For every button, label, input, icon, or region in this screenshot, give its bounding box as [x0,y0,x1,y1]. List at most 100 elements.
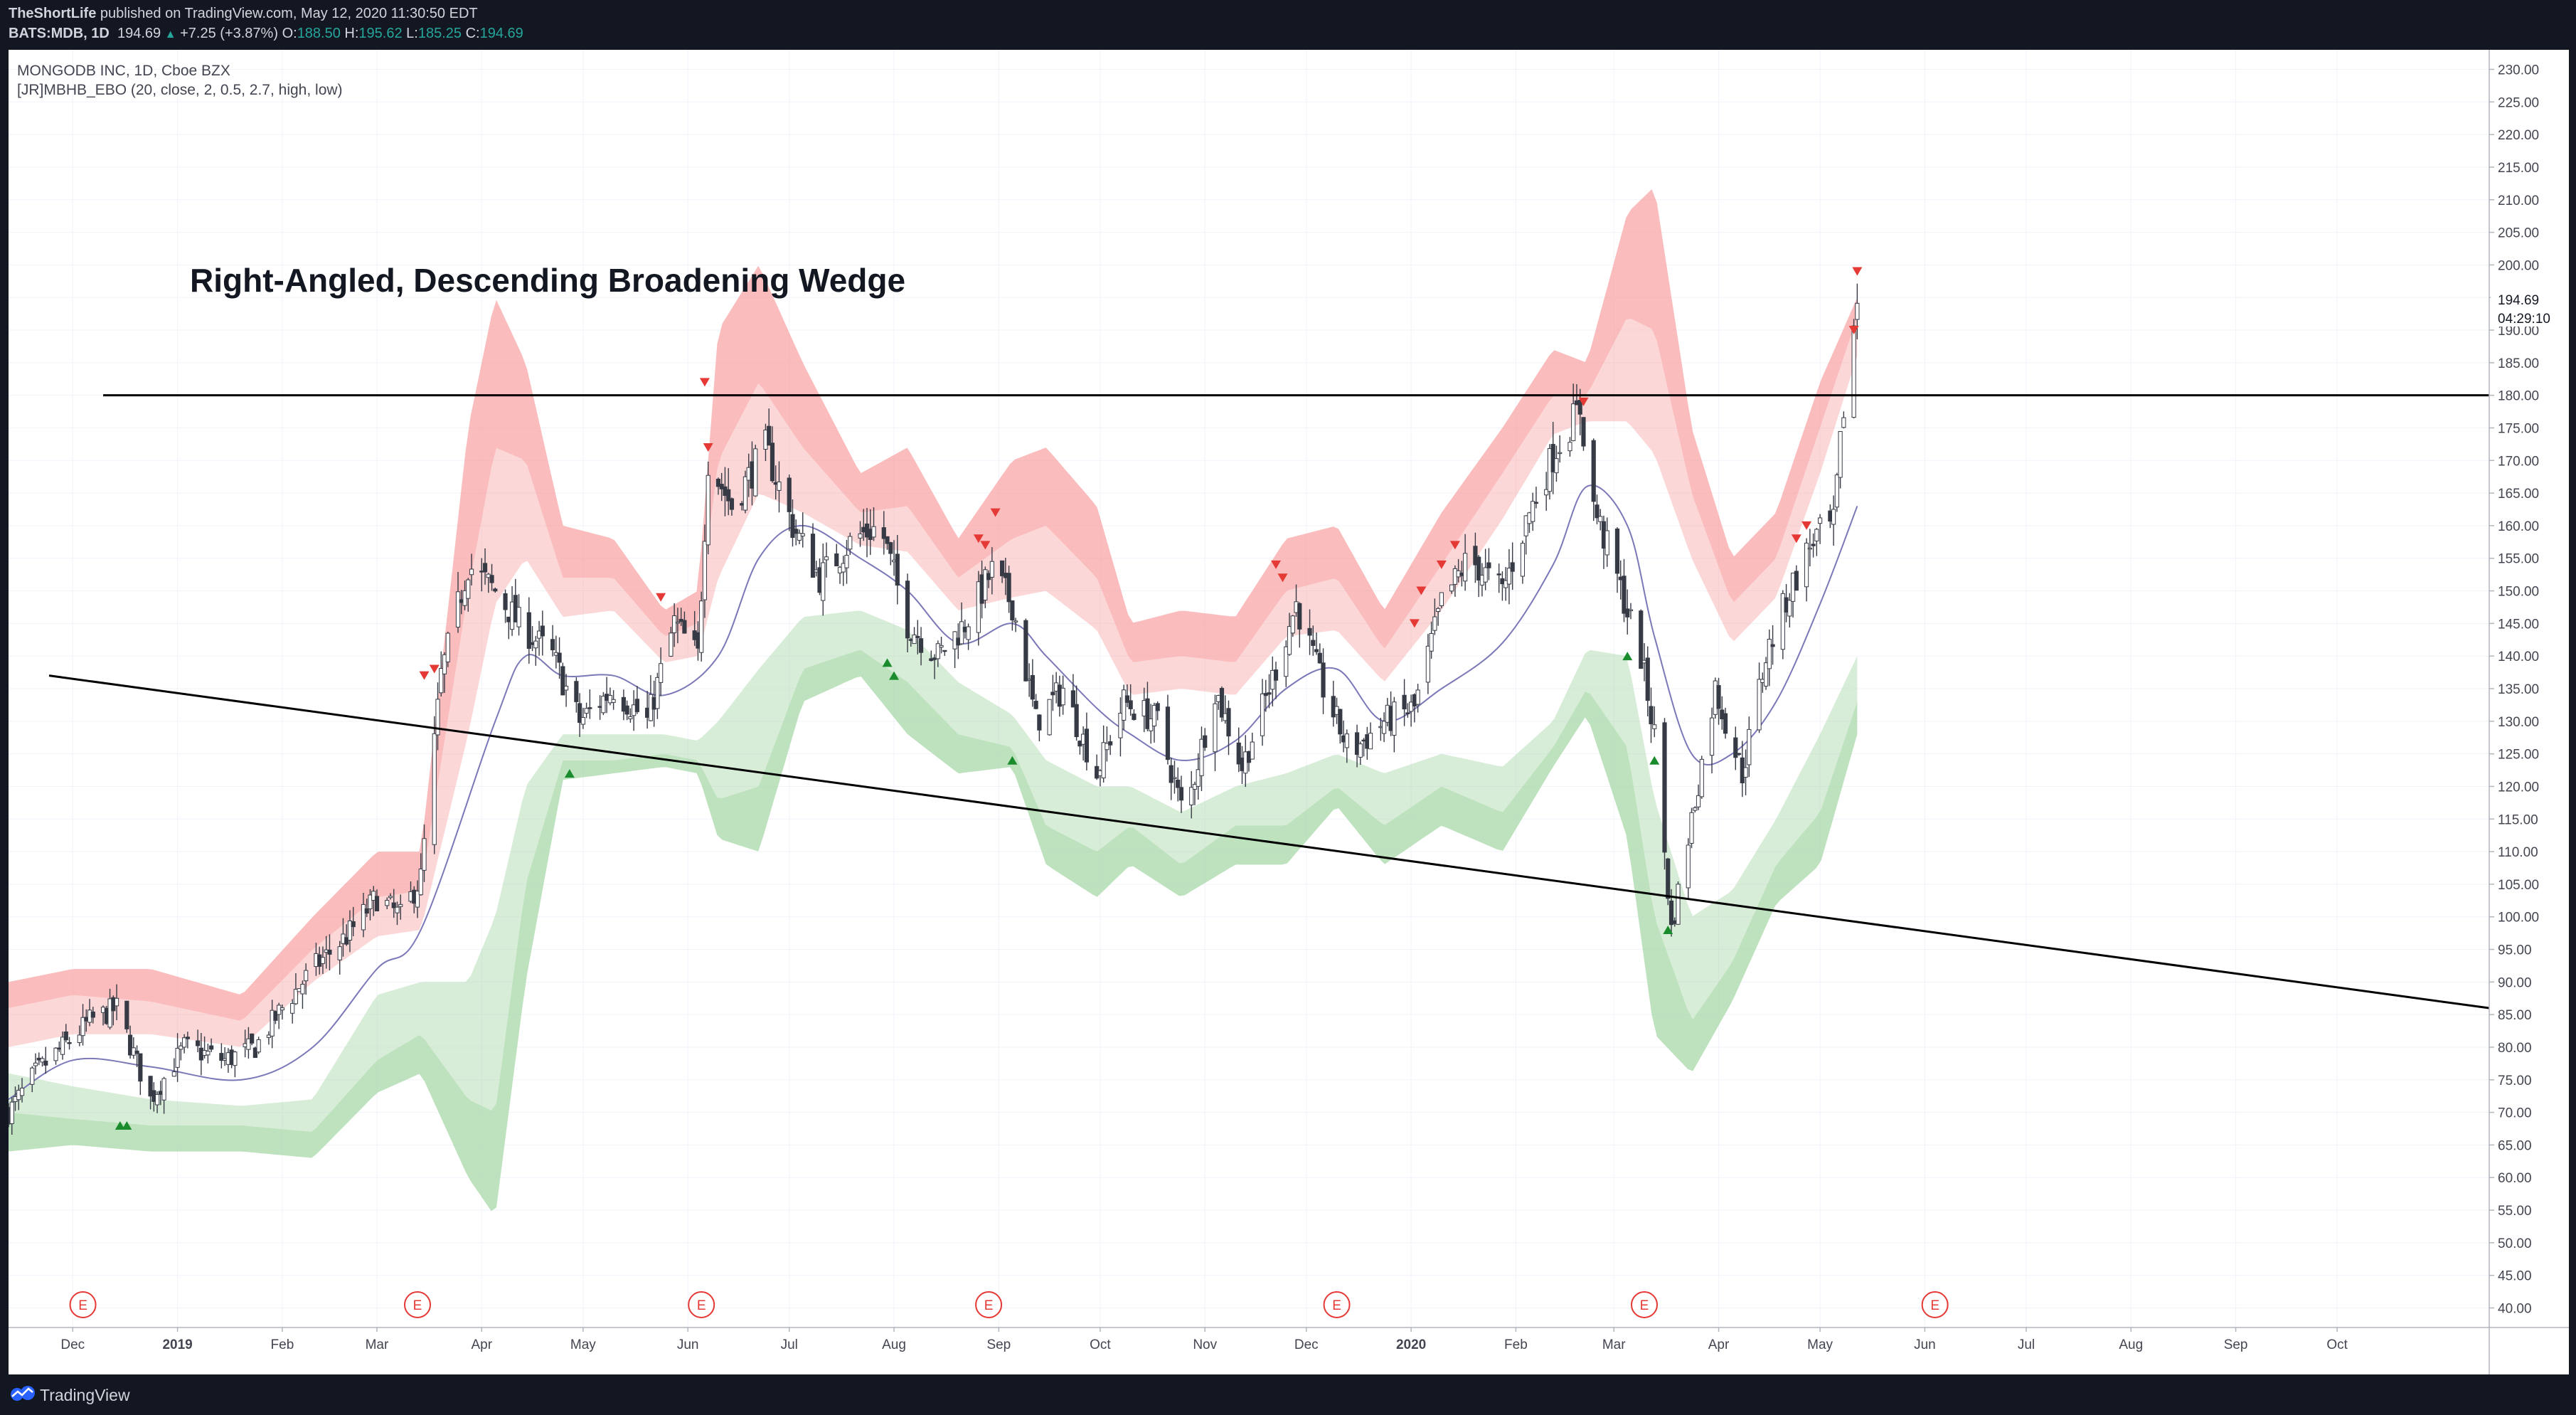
time-tick-label: Jul [781,1337,798,1352]
sell-signal-marker [699,378,710,387]
instrument-legend[interactable]: MONGODB INC, 1D, Cboe BZX [17,63,230,79]
candle-body [1105,743,1109,751]
time-tick-label: 2020 [1396,1337,1426,1352]
candle-body [385,900,390,906]
time-tick-label: Jun [1914,1337,1936,1352]
candle-body [280,1007,285,1011]
candle-body [361,903,366,931]
candle-body [233,1051,238,1066]
price-tick-label: 160.00 [2498,519,2539,534]
trendline-support [48,674,2490,1009]
open-value: 188.50 [297,26,341,41]
candle-body [300,983,305,995]
candle-body [1723,713,1728,734]
time-tick-label: Mar [1602,1337,1626,1352]
candle-body [540,625,545,637]
author-name[interactable]: TheShortLife [9,6,97,21]
time-tick-label: May [570,1337,596,1352]
price-tick-label: 65.00 [2498,1138,2532,1153]
sell-signal-marker [656,593,666,602]
price-change: +7.25 (+3.87%) [180,26,278,41]
candle-body [1250,741,1255,760]
candle-body [432,733,437,845]
candle-body [209,1045,214,1050]
candle-body [533,640,538,649]
chart-panel[interactable]: Right-Angled, Descending Broadening Wedg… [9,50,2569,1374]
candle-body [1496,573,1501,576]
indicator-legend[interactable]: [JR]MBHB_EBO (20, close, 2, 0.5, 2.7, hi… [17,82,343,98]
publish-header: TheShortLife published on TradingView.co… [0,0,2576,50]
candle-body [1402,694,1407,710]
candle-body [161,1078,166,1101]
tradingview-logo-icon[interactable] [9,1384,36,1403]
price-chart[interactable]: Right-Angled, Descending Broadening Wedg… [9,50,2569,1374]
tradingview-brand[interactable]: TradingView [40,1386,130,1404]
candle-body [290,1003,295,1014]
candle-body [1814,529,1819,541]
candle-body [1192,783,1198,790]
sell-signal-marker [1416,586,1427,595]
candle-body [1344,733,1349,748]
sell-signal-marker [1271,560,1282,569]
candle-body [1652,724,1657,729]
buy-signal-marker [889,671,900,680]
candle-body [489,575,494,583]
candle-body [858,533,863,539]
candle-body [1381,721,1387,734]
candle-body [1189,787,1194,805]
candle-body [1804,542,1809,588]
price-tick-label: 150.00 [2498,585,2539,600]
candle-body [577,703,582,724]
time-tick-label: Dec [60,1337,85,1352]
time-tick-label: Sep [2224,1337,2248,1352]
candle-body [1604,530,1609,556]
candle-body [1338,709,1343,735]
candle-body [77,1034,82,1044]
earnings-label: E [78,1298,87,1313]
candle-body [1770,644,1775,647]
price-tick-label: 45.00 [2498,1269,2532,1284]
sell-signal-marker [990,508,1001,517]
candle-body [415,891,420,908]
candle-body [19,1088,25,1096]
candle-body [1787,600,1792,617]
candle-body [1639,610,1644,669]
price-tick-label: 145.00 [2498,617,2539,632]
symbol-label: BATS:MDB, 1D [9,26,110,41]
price-tick-label: 85.00 [2498,1008,2532,1023]
price-tick-label: 95.00 [2498,943,2532,958]
candle-body [743,476,748,511]
price-tick-label: 70.00 [2498,1106,2532,1121]
candle-body [770,442,775,482]
candle-body [1649,706,1654,725]
candle-body [1595,504,1600,519]
candle-body [1260,693,1265,736]
candle-body [1591,440,1596,502]
candle-body [1236,742,1241,765]
candle-body [1558,452,1563,455]
candle-body [256,1039,261,1053]
candle-body [821,562,826,601]
candle-body [587,707,592,709]
candle-body [1287,626,1292,655]
candle-body [469,568,474,576]
earnings-label: E [1930,1298,1939,1313]
candle-body [1176,779,1181,788]
candle-body [347,920,353,941]
price-tick-label: 220.00 [2498,128,2539,143]
candle-body [219,1053,224,1061]
candle-body [1006,573,1011,603]
candle-body [1405,712,1410,714]
candle-body [124,1000,129,1029]
price-tick-label: 210.00 [2498,194,2539,208]
candle-body [1050,691,1055,696]
candle-body [1084,728,1090,763]
candle-body [154,1093,160,1106]
candle-body [706,475,710,546]
candle-body [482,563,488,573]
price-tick-label: 180.00 [2498,389,2539,404]
candle-body [1666,858,1671,899]
candle-body [1037,714,1042,731]
candle-body [182,1037,187,1048]
candle-body [1544,489,1549,496]
